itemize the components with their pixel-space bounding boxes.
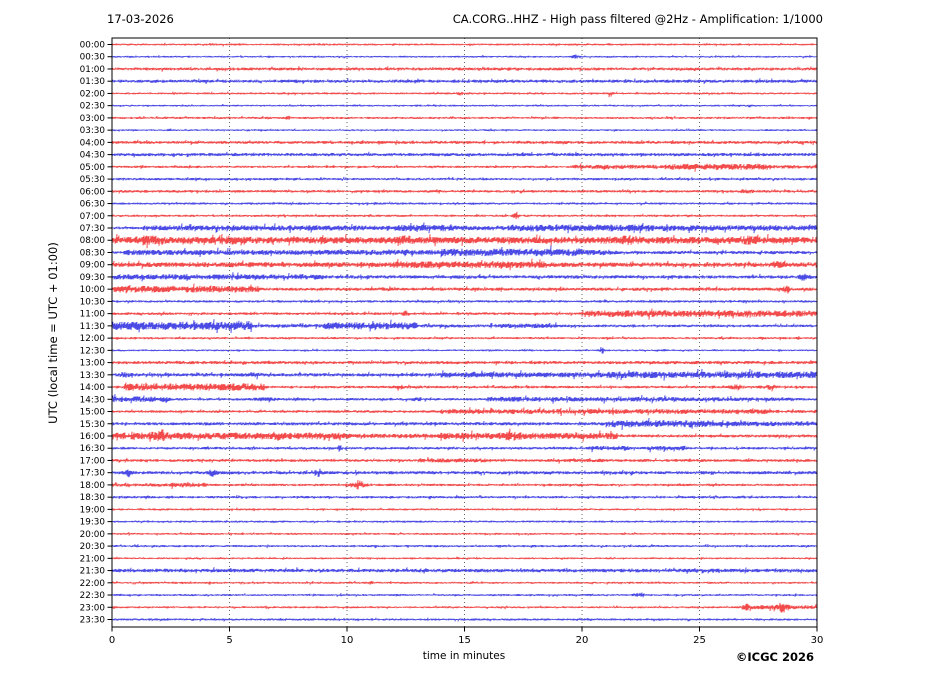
trace-row-1700 — [111, 456, 818, 464]
y-tick-label: 18:00 — [80, 481, 106, 491]
y-tick-label: 17:30 — [80, 469, 106, 479]
trace-row-1800 — [111, 480, 818, 490]
date-title: 17-03-2026 — [107, 12, 174, 26]
y-tick-label: 19:30 — [80, 518, 106, 528]
trace-row-1830 — [111, 494, 818, 500]
y-tick-label: 09:00 — [80, 261, 106, 271]
y-tick-label: 21:00 — [80, 554, 106, 564]
y-tick-label: 12:30 — [80, 346, 106, 356]
y-tick-label: 06:30 — [80, 200, 106, 210]
trace-row-0800 — [111, 233, 818, 249]
y-tick-label: 16:30 — [80, 444, 106, 454]
x-tick-label: 25 — [693, 635, 706, 646]
trace-row-1900 — [111, 507, 818, 512]
copyright-label: ©ICGC 2026 — [735, 650, 814, 664]
y-tick-label: 09:30 — [80, 273, 106, 283]
trace-row-0530 — [111, 176, 818, 182]
trace-row-2000 — [111, 531, 818, 537]
trace-row-0930 — [111, 272, 818, 282]
y-tick-label: 21:30 — [80, 567, 106, 577]
y-tick-label: 14:30 — [80, 395, 106, 405]
trace-row-1000 — [111, 283, 818, 294]
trace-row-0130 — [111, 78, 818, 85]
y-tick-label: 01:00 — [80, 65, 106, 75]
trace-row-1730 — [111, 468, 818, 478]
y-tick-label: 01:30 — [80, 77, 106, 87]
trace-row-0100 — [111, 66, 818, 72]
trace-row-0200 — [111, 91, 818, 98]
x-tick-label: 5 — [226, 635, 232, 646]
x-tick-label: 20 — [576, 635, 589, 646]
trace-row-2300 — [111, 602, 818, 613]
trace-row-1930 — [111, 519, 818, 525]
y-tick-label: 11:00 — [80, 310, 106, 320]
y-tick-label: 10:00 — [80, 285, 106, 295]
trace-row-0830 — [111, 245, 818, 258]
y-tick-label: 03:30 — [80, 126, 106, 136]
y-tick-label: 23:30 — [80, 616, 106, 626]
trace-row-2330 — [111, 617, 818, 622]
y-tick-label: 02:00 — [80, 89, 106, 99]
trace-row-0000 — [111, 42, 818, 47]
y-tick-label: 23:00 — [80, 603, 106, 613]
y-tick-label: 07:30 — [80, 224, 106, 234]
y-tick-label: 22:00 — [80, 579, 106, 589]
y-tick-label: 15:00 — [80, 408, 106, 418]
y-tick-label: 20:30 — [80, 542, 106, 552]
chart-title: CA.CORG..HHZ - High pass filtered @2Hz -… — [452, 12, 823, 26]
x-tick-label: 30 — [811, 635, 824, 646]
trace-row-1600 — [111, 428, 818, 442]
y-tick-label: 00:30 — [80, 53, 106, 63]
y-tick-label: 06:00 — [80, 187, 106, 197]
trace-row-0500 — [111, 163, 818, 172]
x-tick-label: 0 — [109, 635, 115, 646]
x-tick-label: 10 — [341, 635, 354, 646]
y-tick-label: 03:00 — [80, 114, 106, 124]
y-tick-label: 13:00 — [80, 359, 106, 369]
trace-row-0700 — [111, 211, 818, 220]
y-tick-label: 05:00 — [80, 163, 106, 173]
y-tick-label: 15:30 — [80, 420, 106, 430]
trace-row-0300 — [111, 115, 818, 121]
y-tick-label: 20:00 — [80, 530, 106, 540]
y-tick-label: 04:00 — [80, 138, 106, 148]
trace-row-0030 — [111, 54, 818, 60]
y-tick-label: 18:30 — [80, 493, 106, 503]
y-tick-label: 11:30 — [80, 322, 106, 332]
y-tick-label: 10:30 — [80, 297, 106, 307]
x-axis-title: time in minutes — [422, 650, 506, 662]
x-tick-label: 15 — [458, 635, 471, 646]
y-tick-label: 22:30 — [80, 591, 106, 601]
y-tick-label: 16:00 — [80, 432, 106, 442]
y-tick-label: 02:30 — [80, 102, 106, 112]
y-tick-label: 08:00 — [80, 236, 106, 246]
y-tick-label: 05:30 — [80, 175, 106, 185]
y-tick-label: 17:00 — [80, 456, 106, 466]
y-tick-label: 19:00 — [80, 505, 106, 515]
trace-row-1630 — [111, 445, 818, 453]
y-tick-label: 07:00 — [80, 212, 106, 222]
grid-lines — [229, 38, 700, 627]
y-tick-label: 13:30 — [80, 371, 106, 381]
y-tick-label: 12:00 — [80, 334, 106, 344]
y-tick-label: 14:00 — [80, 383, 106, 393]
trace-row-0230 — [111, 103, 818, 108]
y-tick-label: 08:30 — [80, 248, 106, 258]
trace-row-1530 — [111, 418, 818, 430]
trace-row-0900 — [111, 258, 818, 271]
y-tick-label: 00:00 — [80, 41, 106, 51]
x-axis: 0 5 10 15 20 25 30 — [109, 627, 824, 646]
y-axis: 00:00 00:30 01:00 01:30 02:00 02:30 03:00 03:30… — [80, 41, 112, 626]
trace-row-0600 — [111, 188, 818, 194]
trace-row-0730 — [111, 222, 818, 234]
y-tick-label: 04:30 — [80, 151, 106, 161]
